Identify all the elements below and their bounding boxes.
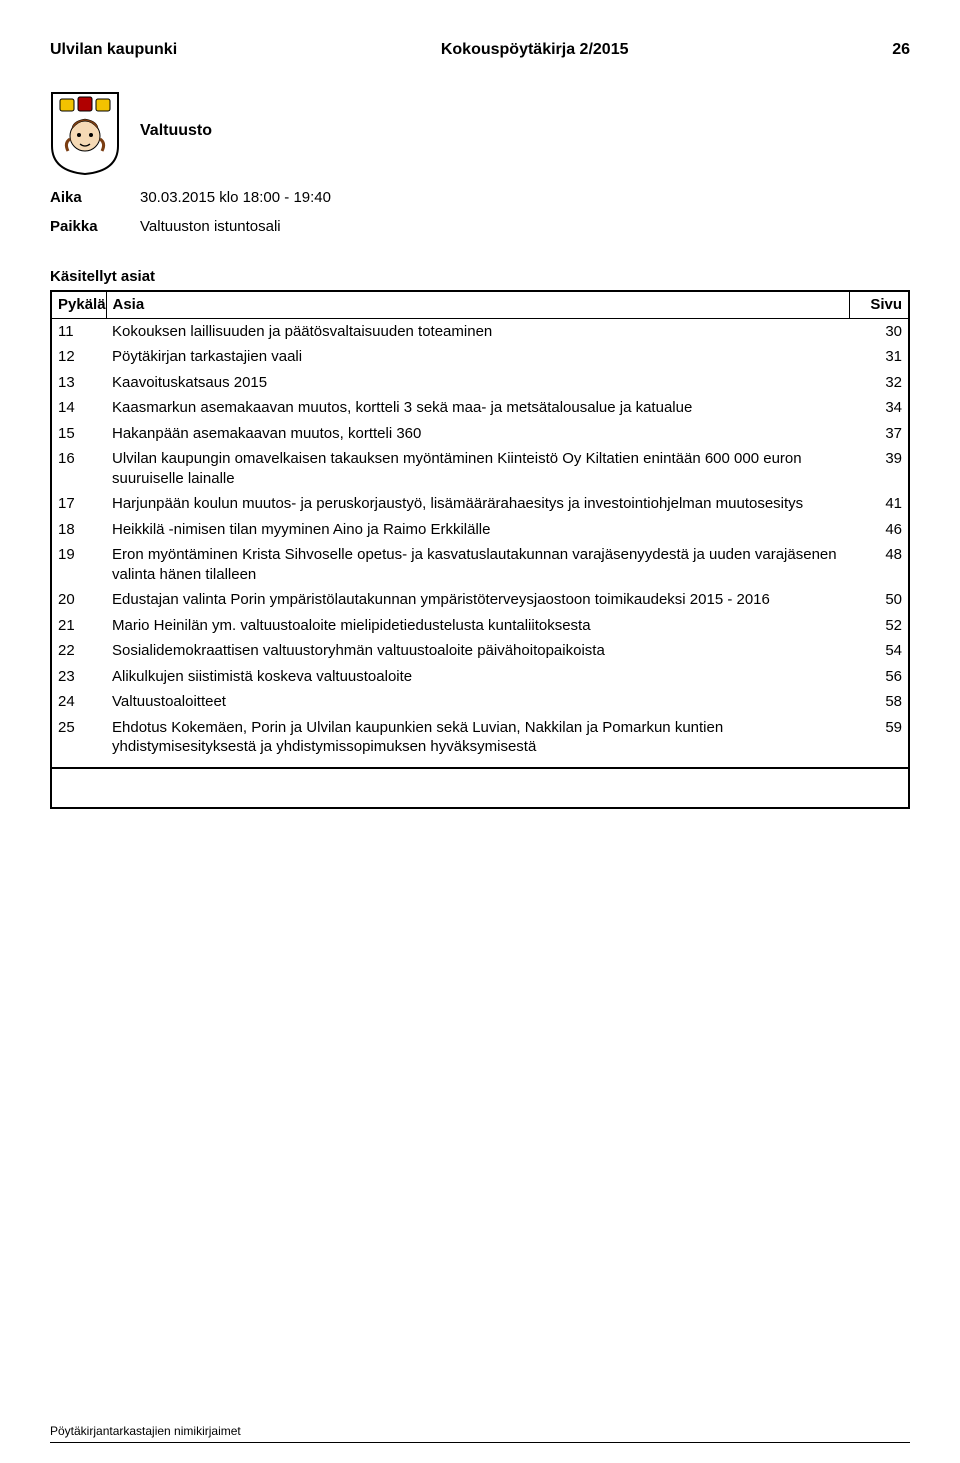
page-header: Ulvilan kaupunki Kokouspöytäkirja 2/2015… (50, 40, 910, 61)
doc-title: Kokouspöytäkirja 2/2015 (441, 40, 629, 61)
cell-asia: Heikkilä -nimisen tilan myyminen Aino ja… (106, 517, 849, 543)
table-row: 19Eron myöntäminen Krista Sihvoselle ope… (51, 542, 909, 587)
meeting-title: Valtuusto (140, 121, 212, 142)
cell-sivu: 30 (849, 318, 909, 344)
cell-asia: Ulvilan kaupungin omavelkaisen takauksen… (106, 446, 849, 491)
cell-sivu: 32 (849, 370, 909, 396)
table-row: 12Pöytäkirjan tarkastajien vaali31 (51, 344, 909, 370)
cell-pykala: 22 (51, 638, 106, 664)
table-row: 15Hakanpään asemakaavan muutos, kortteli… (51, 421, 909, 447)
cell-sivu: 41 (849, 491, 909, 517)
cell-pykala: 18 (51, 517, 106, 543)
cell-sivu: 50 (849, 587, 909, 613)
col-header-asia: Asia (106, 291, 849, 318)
cell-sivu: 46 (849, 517, 909, 543)
cell-pykala: 23 (51, 664, 106, 690)
cell-asia: Edustajan valinta Porin ympäristölautaku… (106, 587, 849, 613)
footer-rule (50, 1442, 910, 1443)
table-row: 17Harjunpään koulun muutos- ja peruskorj… (51, 491, 909, 517)
col-header-pykala: Pykälä (51, 291, 106, 318)
cell-pykala: 25 (51, 715, 106, 768)
table-row: 18Heikkilä -nimisen tilan myyminen Aino … (51, 517, 909, 543)
cell-asia: Kaavoituskatsaus 2015 (106, 370, 849, 396)
footer-line: Pöytäkirjantarkastajien nimikirjaimet (50, 1424, 910, 1443)
table-row: 14Kaasmarkun asemakaavan muutos, korttel… (51, 395, 909, 421)
cell-pykala: 12 (51, 344, 106, 370)
time-value: 30.03.2015 klo 18:00 - 19:40 (140, 188, 331, 208)
org-name: Ulvilan kaupunki (50, 40, 177, 61)
col-header-sivu: Sivu (849, 291, 909, 318)
cell-pykala: 19 (51, 542, 106, 587)
table-row: 16Ulvilan kaupungin omavelkaisen takauks… (51, 446, 909, 491)
table-row: 20Edustajan valinta Porin ympäristölauta… (51, 587, 909, 613)
table-row: 13Kaavoituskatsaus 201532 (51, 370, 909, 396)
cell-asia: Hakanpään asemakaavan muutos, kortteli 3… (106, 421, 849, 447)
cell-asia: Ehdotus Kokemäen, Porin ja Ulvilan kaupu… (106, 715, 849, 768)
cell-pykala: 20 (51, 587, 106, 613)
cell-sivu: 31 (849, 344, 909, 370)
cell-pykala: 24 (51, 689, 106, 715)
cell-pykala: 11 (51, 318, 106, 344)
table-header-row: Pykälä Asia Sivu (51, 291, 909, 318)
cell-pykala: 13 (51, 370, 106, 396)
cell-pykala: 15 (51, 421, 106, 447)
cell-pykala: 16 (51, 446, 106, 491)
table-row: 23Alikulkujen siistimistä koskeva valtuu… (51, 664, 909, 690)
cell-sivu: 48 (849, 542, 909, 587)
agenda-table: Pykälä Asia Sivu 11Kokouksen laillisuude… (50, 290, 910, 809)
table-row: 24Valtuustoaloitteet58 (51, 689, 909, 715)
table-row: 21Mario Heinilän ym. valtuustoaloite mie… (51, 613, 909, 639)
meta-time: Aika 30.03.2015 klo 18:00 - 19:40 (50, 188, 910, 208)
table-spacer-row (51, 768, 909, 808)
cell-asia: Valtuustoaloitteet (106, 689, 849, 715)
coat-of-arms-icon (50, 91, 120, 176)
cell-sivu: 37 (849, 421, 909, 447)
items-heading: Käsitellyt asiat (50, 267, 910, 287)
cell-asia: Mario Heinilän ym. valtuustoaloite mieli… (106, 613, 849, 639)
cell-asia: Kaasmarkun asemakaavan muutos, kortteli … (106, 395, 849, 421)
cell-sivu: 56 (849, 664, 909, 690)
table-row: 25Ehdotus Kokemäen, Porin ja Ulvilan kau… (51, 715, 909, 768)
cell-sivu: 54 (849, 638, 909, 664)
cell-asia: Sosialidemokraattisen valtuustoryhmän va… (106, 638, 849, 664)
cell-asia: Alikulkujen siistimistä koskeva valtuust… (106, 664, 849, 690)
cell-sivu: 59 (849, 715, 909, 768)
cell-pykala: 14 (51, 395, 106, 421)
meta-place: Paikka Valtuuston istuntosali (50, 217, 910, 237)
cell-asia: Kokouksen laillisuuden ja päätösvaltaisu… (106, 318, 849, 344)
cell-pykala: 21 (51, 613, 106, 639)
cell-sivu: 39 (849, 446, 909, 491)
cell-pykala: 17 (51, 491, 106, 517)
time-label: Aika (50, 188, 140, 208)
place-value: Valtuuston istuntosali (140, 217, 281, 237)
place-label: Paikka (50, 217, 140, 237)
cell-asia: Pöytäkirjan tarkastajien vaali (106, 344, 849, 370)
table-row: 11Kokouksen laillisuuden ja päätösvaltai… (51, 318, 909, 344)
cell-sivu: 52 (849, 613, 909, 639)
cell-sivu: 34 (849, 395, 909, 421)
logo-title-row: Valtuusto (50, 91, 910, 176)
footer-text: Pöytäkirjantarkastajien nimikirjaimet (50, 1424, 241, 1438)
table-row: 22Sosialidemokraattisen valtuustoryhmän … (51, 638, 909, 664)
cell-asia: Harjunpään koulun muutos- ja peruskorjau… (106, 491, 849, 517)
cell-asia: Eron myöntäminen Krista Sihvoselle opetu… (106, 542, 849, 587)
cell-sivu: 58 (849, 689, 909, 715)
page-number: 26 (892, 40, 910, 61)
